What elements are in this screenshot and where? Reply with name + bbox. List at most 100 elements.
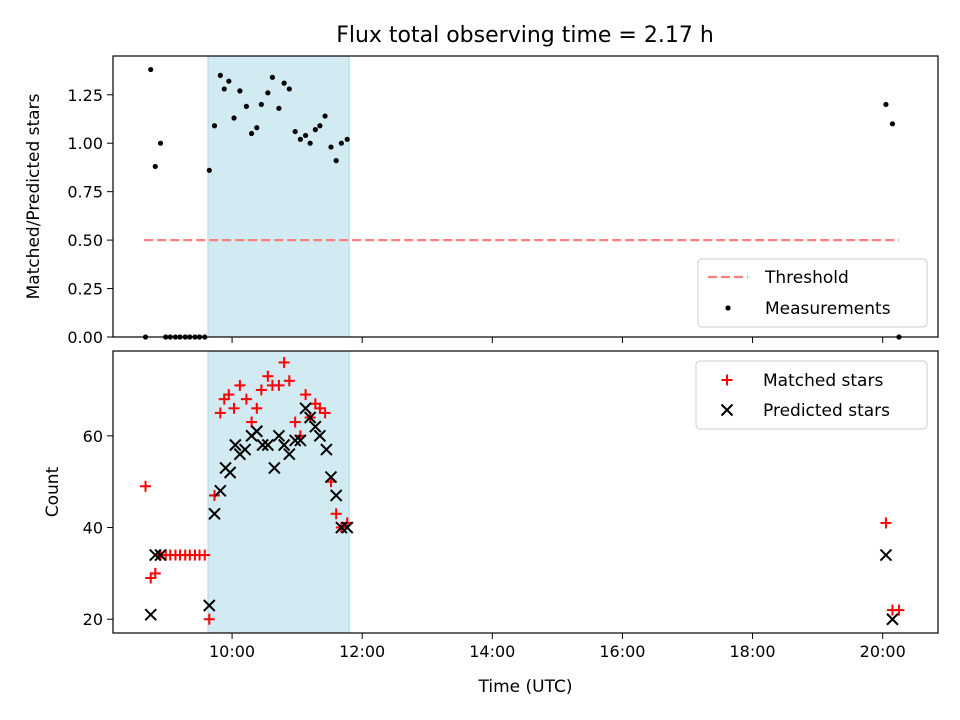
predicted-star-point-b [154,548,167,562]
predicted-star-point-b [208,507,221,520]
matched-star-point [880,517,892,529]
predicted-star-point [214,484,227,498]
bottom-x-tick-label: 16:00 [599,642,645,661]
measurement-point [328,144,334,150]
predicted-legend-marker-b [720,403,734,417]
predicted-star-point [324,470,338,484]
measurements-legend-swatch [725,305,731,311]
predicted-star-point-b [203,599,216,612]
predicted-star-point-b [223,466,237,479]
top-y-tick-label: 0.00 [67,328,103,347]
predicted-star-point [203,599,216,612]
predicted-star-point [223,466,237,479]
matched-star-point [234,379,246,391]
threshold-legend-label: Threshold [764,268,849,288]
matched-legend-label: Matched stars [763,371,883,391]
top-panel: 0.00 0.25 0.50 0.75 1.00 1.25 Matched/Predict… [24,55,939,347]
measurement-point [152,163,158,170]
bottom-x-tick-label: 20:00 [860,642,906,661]
top-y-tick-label: 0.75 [67,183,103,202]
measurement-point [254,125,260,131]
top-observing-window [207,55,350,338]
bottom-y-tick-label: 60 [83,427,103,446]
measurement-point [226,78,232,84]
predicted-star-point [288,434,302,447]
measurement-point [312,127,318,133]
measurement-point [281,80,287,86]
predicted-star-point [303,411,317,424]
matched-star-point [262,370,274,382]
measurement-point [231,115,237,121]
predicted-star-point [886,613,899,626]
measurement-point [344,136,350,142]
matched-star-point [273,379,285,391]
bottom-x-tick-label: 18:00 [730,642,776,661]
matched-star-point [278,356,290,368]
predicted-legend-marker [720,403,734,417]
predicted-star-point-b [309,420,322,433]
predicted-star-point-b [299,402,312,415]
measurement-point [883,101,889,108]
matched-star-point [283,375,295,387]
bottom-y-tick-label: 20 [83,610,103,629]
predicted-star-point [208,507,221,520]
predicted-star-point [256,438,269,452]
predicted-star-point-b [313,429,327,443]
predicted-star-point [272,429,286,443]
matched-legend-swatch [721,374,733,386]
predicted-star-point [335,521,348,534]
bottom-x-tick-label: 12:00 [339,642,385,661]
measurement-point [338,140,344,146]
predicted-star-point [238,443,252,456]
measurement-point [322,113,328,119]
bottom-legend-box [695,360,928,430]
measurement-point [889,121,896,127]
predicted-star-point [144,608,157,621]
predicted-star-point-b [886,613,899,626]
top-axes-frame [112,55,939,338]
predicted-star-point-b [329,489,343,502]
measurement-points [142,66,902,340]
matched-star-point [319,407,331,419]
predicted-star-point-b [268,461,281,475]
bottom-x-tick-label: 14:00 [469,642,515,661]
x-axis-label: Time (UTC) [478,677,573,697]
bottom-axis-ticks: 20 40 60 10:00 12:00 14:00 16:00 18:00 20:00 [83,427,906,661]
bottom-y-tick-label: 40 [83,519,103,538]
measurement-point [248,130,255,137]
chart-title: Flux total observing time = 2.17 h [336,23,714,48]
predicted-star-point-b [335,521,348,534]
top-y-tick-label: 0.25 [67,280,103,299]
measurement-point [243,103,249,109]
bottom-legend: Matched stars Predicted stars [695,360,928,430]
predicted-star-point-b [261,438,275,452]
predicted-star-point [229,438,242,452]
measurements-legend-label: Measurements [765,299,891,319]
predicted-star-point [277,438,291,452]
predicted-star-point-b [341,521,354,534]
top-y-tick-label: 0.50 [67,231,103,250]
predicted-star-point-b [879,548,893,562]
predicted-star-point-b [324,470,338,484]
predicted-star-point [299,402,312,415]
measurement-point [286,86,292,92]
predicted-star-point [149,548,162,562]
measurement-point [237,88,243,94]
measurement-point [269,74,276,80]
predicted-star-point [268,461,281,475]
predicted-star-point [879,548,893,562]
predicted-star-point-b [256,438,269,452]
measurement-point [302,132,309,139]
predicted-legend-label: Predicted stars [763,401,890,421]
measurement-point [217,72,223,78]
measurement-point [297,136,303,142]
matched-star-point [893,604,905,616]
predicted-star-point-b [288,434,302,447]
top-axis-ticks: 0.00 0.25 0.50 0.75 1.00 1.25 [67,86,884,347]
measurement-point [206,167,212,173]
top-y-tick-label: 1.00 [67,134,103,153]
predicted-star-point-b [149,548,162,562]
matched-star-point [203,613,215,625]
